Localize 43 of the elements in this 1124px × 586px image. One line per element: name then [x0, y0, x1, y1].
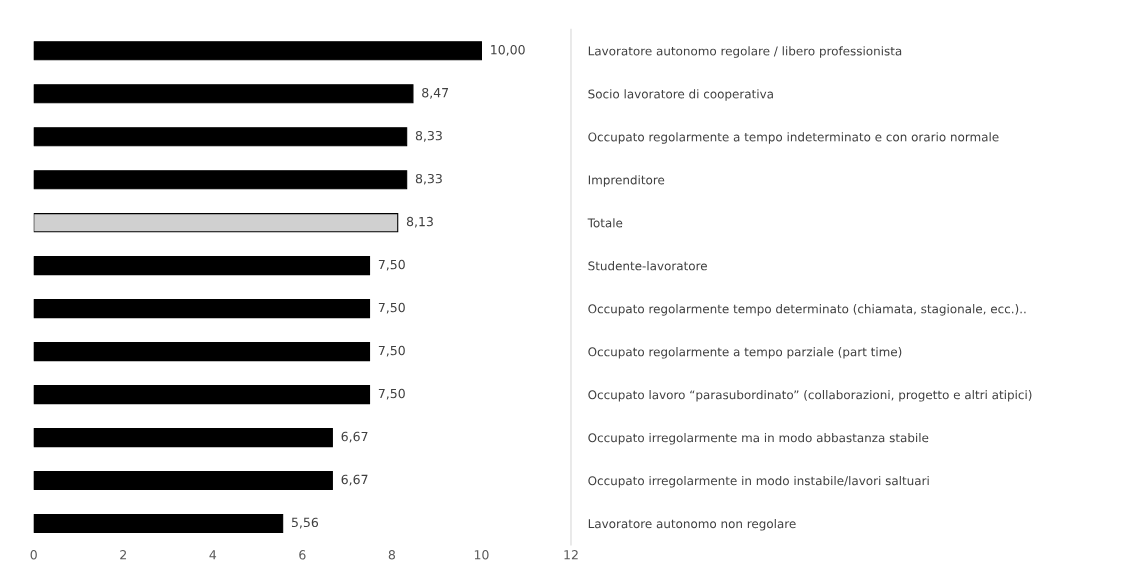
- data-label: 7,50: [378, 302, 405, 314]
- y-tick-label: Occupato irregolarmente in modo instabile/lavori saltuari: [588, 475, 929, 488]
- data-label: 6,67: [341, 431, 368, 443]
- bar: [33, 170, 408, 190]
- y-tick-label: Occupato regolarmente tempo determinato (chiamata, stagionale, ecc.)..: [588, 304, 1026, 316]
- y-tick-label: Occupato lavoro “parasubordinato” (collaborazioni, progetto e altri atipici): [588, 390, 1032, 402]
- y-tick-label: Totale: [587, 218, 623, 228]
- y-tick-label: Occupato irregolarmente ma in modo abbastanza stabile: [588, 433, 929, 445]
- x-tick-label: 6: [299, 550, 306, 560]
- y-tick-label: Socio lavoratore di cooperativa: [588, 89, 773, 101]
- data-label: 8,13: [406, 216, 433, 228]
- bar: [33, 427, 333, 448]
- y-tick-label: Occupato regolarmente a tempo indeterminato e con orario normale: [588, 132, 999, 144]
- bar: [33, 127, 408, 147]
- bar: [33, 256, 371, 276]
- data-label: 8,47: [422, 87, 449, 99]
- data-label: 7,50: [378, 259, 405, 271]
- bar: [33, 384, 371, 405]
- data-label: 5,56: [291, 517, 319, 529]
- x-tick-label: 8: [388, 550, 396, 560]
- x-tick-label: 4: [209, 550, 217, 560]
- bar: [33, 41, 483, 61]
- data-label: 7,50: [378, 388, 405, 400]
- bar: [33, 470, 333, 491]
- x-tick-label: 0: [30, 550, 37, 560]
- y-tick-label: Lavoratore autonomo regolare / libero professionista: [588, 46, 902, 58]
- y-tick-label: Lavoratore autonomo non regolare: [588, 518, 796, 531]
- data-label: 7,50: [378, 345, 405, 357]
- bar: [33, 299, 371, 319]
- data-label: 8,33: [415, 173, 442, 185]
- bar: [33, 84, 414, 104]
- bar: [33, 213, 399, 233]
- y-tick-label: Studente-lavoratore: [588, 261, 707, 271]
- x-tick-label: 12: [564, 550, 578, 560]
- data-label: 8,33: [415, 130, 442, 142]
- bar: [33, 342, 371, 362]
- y-tick-label: Occupato regolarmente a tempo parziale (part time): [588, 347, 902, 359]
- bar: [33, 513, 284, 534]
- x-tick-label: 2: [120, 550, 126, 560]
- data-label: 10,00: [491, 44, 525, 56]
- data-label: 6,67: [341, 474, 368, 486]
- x-tick-label: 10: [474, 550, 489, 560]
- y-tick-label: Imprenditore: [588, 175, 665, 187]
